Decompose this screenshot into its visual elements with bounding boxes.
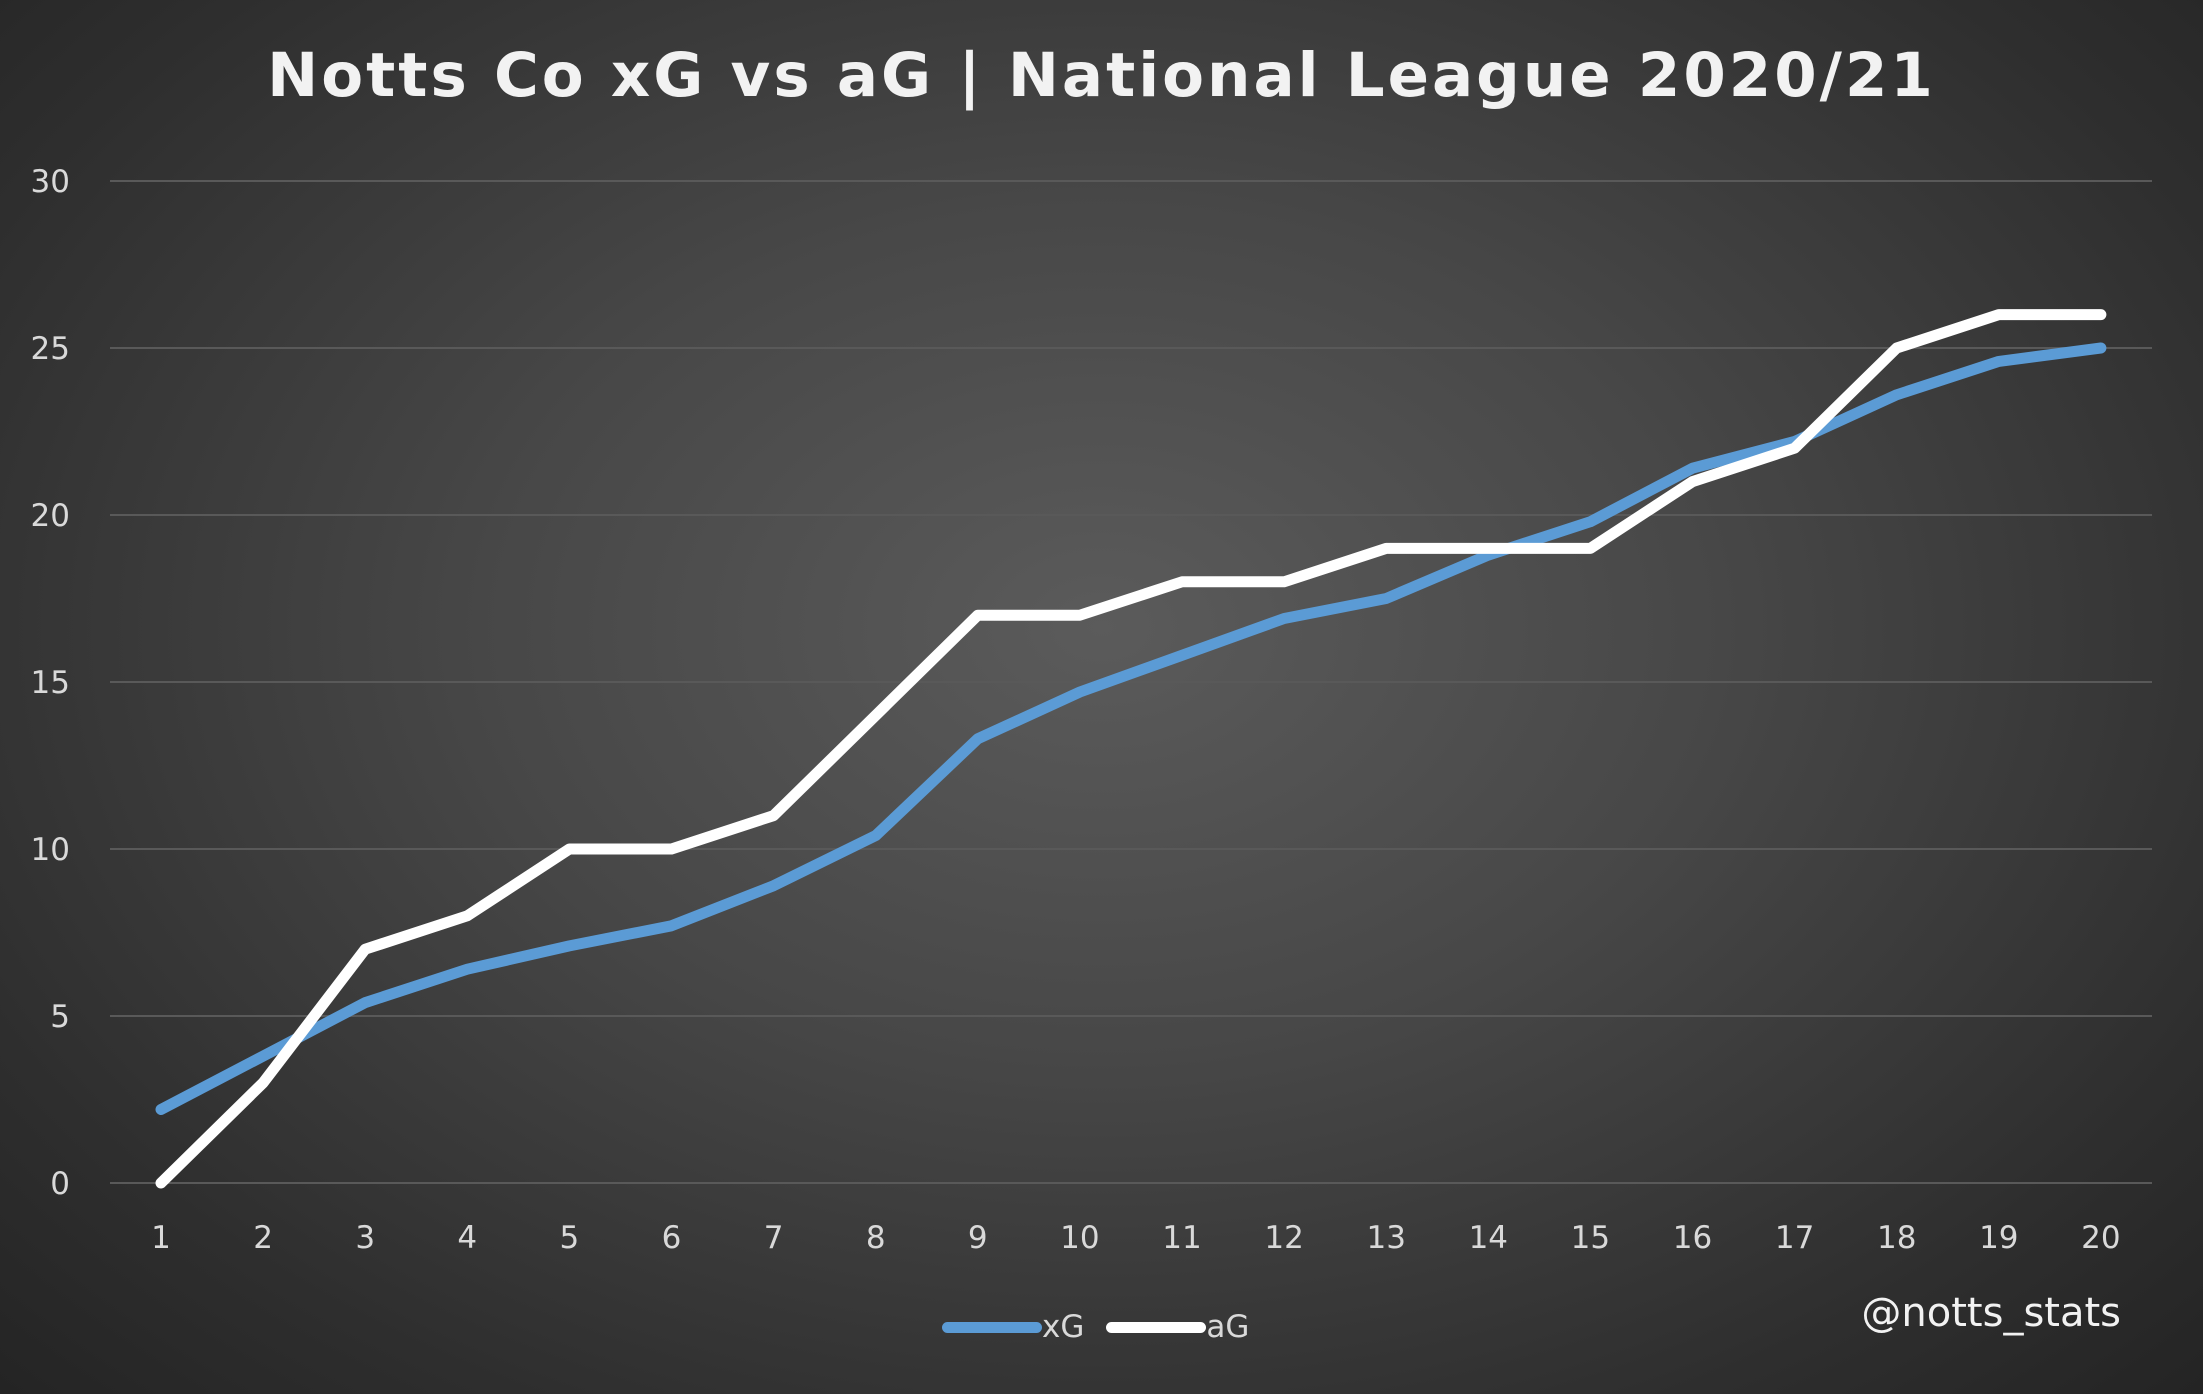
x-tick-label: 11 <box>1162 1220 1201 1256</box>
x-tick-label: 3 <box>355 1220 375 1256</box>
legend-swatch <box>942 1321 1042 1333</box>
legend-item-xg: xG <box>942 1309 1084 1345</box>
y-tick-label: 10 <box>31 832 70 868</box>
x-tick-label: 5 <box>560 1220 580 1256</box>
x-tick-label: 19 <box>1979 1220 2018 1256</box>
x-tick-label: 7 <box>764 1220 784 1256</box>
legend: xG aG <box>942 1305 1271 1349</box>
y-tick-label: 5 <box>50 999 70 1035</box>
series-line-ag <box>155 309 2107 1189</box>
x-tick-label: 9 <box>968 1220 988 1256</box>
x-tick-label: 13 <box>1366 1220 1405 1256</box>
x-tick-label: 17 <box>1775 1220 1814 1256</box>
legend-label: xG <box>1042 1309 1085 1345</box>
x-tick-label: 1 <box>151 1220 171 1256</box>
x-tick-label: 2 <box>253 1220 273 1256</box>
chart-title: Notts Co xG vs aG | National League 2020… <box>267 40 1936 111</box>
legend-item-ag: aG <box>1106 1309 1249 1345</box>
x-tick-label: 14 <box>1469 1220 1508 1256</box>
x-tick-label: 15 <box>1571 1220 1610 1256</box>
y-tick-label: 15 <box>31 665 70 701</box>
x-tick-label: 16 <box>1673 1220 1712 1256</box>
x-tick-label: 4 <box>457 1220 477 1256</box>
y-tick-label: 20 <box>31 498 70 534</box>
x-tick-label: 20 <box>2081 1220 2120 1256</box>
y-tick-label: 30 <box>31 164 70 200</box>
legend-swatch <box>1106 1321 1207 1333</box>
series-line-xg <box>155 342 2107 1115</box>
x-tick-label: 10 <box>1060 1220 1099 1256</box>
y-tick-label: 0 <box>50 1166 70 1202</box>
credit-handle: @notts_stats <box>1861 1290 2121 1336</box>
x-tick-label: 8 <box>866 1220 886 1256</box>
x-tick-label: 6 <box>662 1220 682 1256</box>
legend-label: aG <box>1206 1309 1250 1345</box>
x-tick-label: 18 <box>1877 1220 1916 1256</box>
x-tick-label: 12 <box>1264 1220 1303 1256</box>
y-tick-label: 25 <box>31 331 70 367</box>
